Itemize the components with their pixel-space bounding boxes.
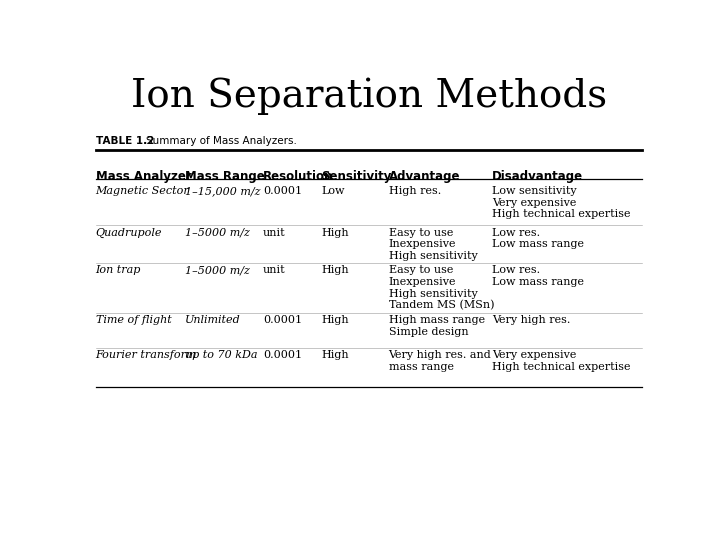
Text: 1–5000 m/z: 1–5000 m/z xyxy=(185,265,250,275)
Text: Very high res. and: Very high res. and xyxy=(389,350,491,361)
Text: Low: Low xyxy=(322,186,345,196)
Text: Sensitivity: Sensitivity xyxy=(322,170,392,183)
Text: Magnetic Sector: Magnetic Sector xyxy=(96,186,189,196)
Text: 0.0001: 0.0001 xyxy=(263,315,302,325)
Text: 1–15,000 m/z: 1–15,000 m/z xyxy=(185,186,261,196)
Text: mass range: mass range xyxy=(389,362,454,372)
Text: Ion trap: Ion trap xyxy=(96,265,141,275)
Text: High res.: High res. xyxy=(389,186,441,196)
Text: High mass range: High mass range xyxy=(389,315,485,325)
Text: High: High xyxy=(322,265,349,275)
Text: Summary of Mass Analyzers.: Summary of Mass Analyzers. xyxy=(145,136,297,146)
Text: up to 70 kDa: up to 70 kDa xyxy=(185,350,257,361)
Text: Low mass range: Low mass range xyxy=(492,239,584,249)
Text: Time of flight: Time of flight xyxy=(96,315,171,325)
Text: High sensitivity: High sensitivity xyxy=(389,251,477,261)
Text: Very expensive: Very expensive xyxy=(492,198,576,208)
Text: Low res.: Low res. xyxy=(492,228,540,238)
Text: Low sensitivity: Low sensitivity xyxy=(492,186,577,196)
Text: Disadvantage: Disadvantage xyxy=(492,170,583,183)
Text: 1–5000 m/z: 1–5000 m/z xyxy=(185,228,250,238)
Text: 0.0001: 0.0001 xyxy=(263,186,302,196)
Text: Mass Analyzer: Mass Analyzer xyxy=(96,170,192,183)
Text: Ion Separation Methods: Ion Separation Methods xyxy=(131,77,607,115)
Text: Very high res.: Very high res. xyxy=(492,315,570,325)
Text: Easy to use: Easy to use xyxy=(389,265,453,275)
Text: High technical expertise: High technical expertise xyxy=(492,210,630,219)
Text: Low res.: Low res. xyxy=(492,265,540,275)
Text: Inexpensive: Inexpensive xyxy=(389,277,456,287)
Text: 0.0001: 0.0001 xyxy=(263,350,302,361)
Text: Mass Range: Mass Range xyxy=(185,170,265,183)
Text: Low mass range: Low mass range xyxy=(492,277,584,287)
Text: Very expensive: Very expensive xyxy=(492,350,576,361)
Text: TABLE 1.2: TABLE 1.2 xyxy=(96,136,154,146)
Text: High: High xyxy=(322,315,349,325)
Text: Advantage: Advantage xyxy=(389,170,460,183)
Text: unit: unit xyxy=(263,265,286,275)
Text: Simple design: Simple design xyxy=(389,327,468,337)
Text: Resolution: Resolution xyxy=(263,170,333,183)
Text: High: High xyxy=(322,350,349,361)
Text: Quadrupole: Quadrupole xyxy=(96,228,162,238)
Text: Easy to use: Easy to use xyxy=(389,228,453,238)
Text: High: High xyxy=(322,228,349,238)
Text: Inexpensive: Inexpensive xyxy=(389,239,456,249)
Text: High sensitivity: High sensitivity xyxy=(389,288,477,299)
Text: Unlimited: Unlimited xyxy=(185,315,240,325)
Text: Tandem MS (MSn): Tandem MS (MSn) xyxy=(389,300,494,310)
Text: unit: unit xyxy=(263,228,286,238)
Text: High technical expertise: High technical expertise xyxy=(492,362,630,372)
Text: Fourier transform: Fourier transform xyxy=(96,350,197,361)
